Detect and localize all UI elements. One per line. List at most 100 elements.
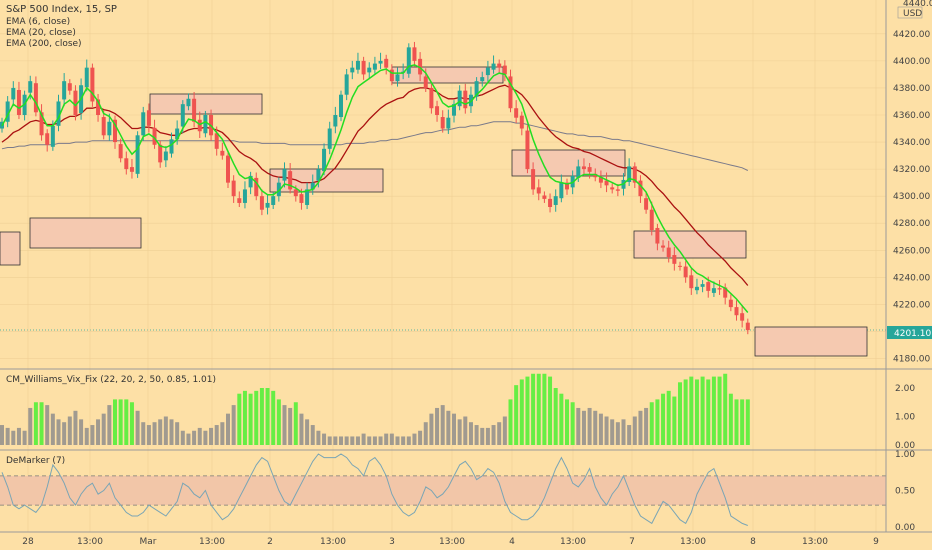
vix-bar — [276, 399, 281, 445]
vix-bar — [203, 430, 208, 445]
vix-bar — [440, 405, 445, 445]
time-tick-label: 9 — [873, 537, 879, 547]
candle-body — [745, 322, 750, 331]
vix-bar — [734, 399, 739, 445]
candle-body — [327, 128, 332, 149]
candle-body — [536, 187, 541, 194]
vix-bar — [158, 419, 163, 445]
candle-body — [418, 58, 423, 75]
candle-body — [118, 144, 123, 159]
candle-body — [610, 187, 615, 190]
candle-body — [576, 166, 581, 178]
vix-bar — [5, 427, 10, 445]
ema6-layer — [1, 64, 749, 313]
vix-bar — [197, 427, 202, 445]
candle-body — [152, 127, 157, 145]
ema200-layer — [1, 121, 749, 171]
candle-body — [186, 98, 191, 107]
candle-body — [384, 58, 389, 68]
candle-body — [259, 196, 264, 210]
ema20-line — [1, 84, 749, 286]
zone-box — [511, 149, 626, 177]
demarker-line — [1, 453, 748, 526]
vix-bar — [536, 373, 541, 445]
vix-bar — [33, 402, 38, 445]
candle-body — [553, 196, 558, 205]
vix-bar — [248, 393, 253, 445]
candle-body — [565, 182, 569, 190]
vix-bar — [497, 422, 502, 445]
time-tick-label: 13:00 — [77, 537, 103, 547]
candle-body — [124, 158, 129, 170]
vix-bar — [79, 419, 84, 445]
zone-box — [0, 231, 21, 266]
vix-bar — [84, 427, 89, 445]
vix-bar — [745, 399, 750, 445]
vix-bar — [638, 410, 643, 445]
price-tick-label: 4300.00 — [893, 192, 930, 202]
candle-body — [734, 307, 739, 316]
candle-body — [265, 202, 270, 208]
vix-bar — [152, 422, 157, 445]
candle-body — [45, 133, 50, 145]
candle-body — [96, 99, 101, 115]
candle-body — [367, 67, 372, 73]
vix-bar — [305, 419, 310, 445]
vix-bar — [485, 427, 490, 445]
demarker-tick-label: 0.00 — [895, 523, 915, 533]
time-tick-label: 7 — [629, 537, 635, 547]
zone-box — [633, 230, 747, 259]
candle-body — [480, 77, 485, 82]
candle-body — [50, 125, 55, 147]
vix-bar — [310, 425, 315, 445]
time-tick-label: 13:00 — [320, 537, 346, 547]
vix-bar — [107, 405, 112, 445]
vix-bar — [180, 430, 185, 445]
candle-body — [423, 76, 428, 88]
candle-body — [587, 167, 592, 172]
candle-body — [632, 166, 637, 183]
vix-bar — [333, 436, 338, 445]
vix-bar — [231, 405, 236, 445]
vix-bar — [175, 422, 180, 445]
candle-body — [361, 60, 366, 75]
demarker-band — [0, 475, 886, 506]
candle-body — [694, 286, 699, 291]
candle-body — [559, 182, 564, 199]
vix-bar — [401, 436, 406, 445]
last-price-tag — [887, 326, 932, 339]
candle-body — [457, 90, 462, 107]
vix-bar — [418, 430, 423, 445]
vix-bar — [355, 436, 360, 445]
vix-bar — [135, 410, 140, 445]
candles-layer — [0, 41, 750, 335]
vix-bar — [344, 436, 349, 445]
vix-bar — [621, 419, 626, 445]
candle-body — [683, 266, 688, 278]
candle-body — [214, 133, 219, 149]
vix-bar — [259, 388, 264, 445]
candle-body — [254, 177, 259, 197]
candle-body — [39, 112, 44, 136]
candle-body — [141, 112, 146, 136]
vix-bar — [242, 390, 247, 445]
zone-box — [269, 168, 384, 193]
candle-body — [288, 171, 293, 190]
candle-body — [514, 108, 519, 118]
vix-bar — [101, 413, 106, 445]
candle-body — [706, 282, 711, 291]
candle-body — [175, 128, 180, 140]
vix-bar — [627, 425, 632, 445]
price-tick-label: 4180.00 — [893, 355, 930, 365]
candle-body — [237, 198, 242, 203]
vix-title: CM_Williams_Vix_Fix (22, 20, 2, 50, 0.85… — [6, 375, 216, 385]
vix-bar — [22, 430, 27, 445]
vix-bar — [429, 413, 434, 445]
candle-body — [90, 67, 95, 102]
candle-body — [67, 83, 72, 91]
legend-ema20: EMA (20, close) — [6, 28, 76, 38]
price-tick-label: 4380.00 — [893, 84, 930, 94]
price-tick-label: 4320.00 — [893, 165, 930, 175]
candle-body — [581, 166, 586, 170]
price-tick-label: 4260.00 — [893, 246, 930, 256]
